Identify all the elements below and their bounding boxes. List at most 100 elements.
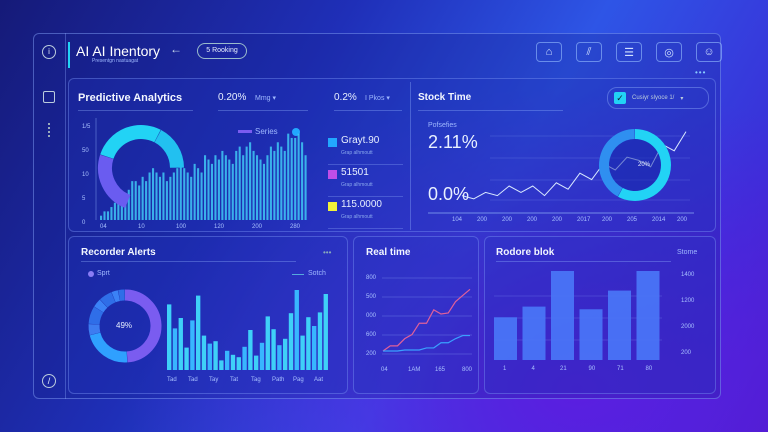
more-dots-icon[interactable]: •••	[695, 68, 707, 77]
stock-value-top: 2.11%	[428, 132, 478, 152]
smiley-icon[interactable]: ☺	[696, 42, 722, 62]
legend-sub: Grap alhmoutt	[341, 150, 373, 156]
bar	[186, 172, 189, 220]
pred-donut-slice	[98, 154, 131, 208]
stock-donut-slice	[599, 129, 636, 197]
stock-value-bottom: 0.0%	[428, 184, 470, 204]
bar	[245, 146, 248, 220]
y-tick: 1400	[681, 272, 695, 278]
pred-donut-slice	[100, 125, 161, 160]
bar	[100, 215, 103, 220]
bar	[283, 150, 286, 220]
square-icon[interactable]	[43, 91, 55, 103]
x-tick: 100	[176, 224, 187, 230]
stock-dropdown[interactable]: ✓ Cusiyr slyoce 1/▾	[607, 87, 709, 109]
bar	[214, 155, 217, 220]
bar	[196, 295, 201, 370]
bar	[248, 330, 253, 370]
chart-icon[interactable]: ⫽	[576, 42, 602, 62]
x-tick: 80	[645, 366, 653, 372]
x-tick: 205	[627, 217, 638, 223]
bar	[238, 146, 241, 220]
x-tick: Aat	[314, 377, 324, 383]
y-tick: 5	[82, 196, 86, 202]
stock-donut-slice	[617, 129, 671, 201]
bar	[300, 335, 305, 370]
map-icon[interactable]: ◎	[656, 42, 682, 62]
dots-vertical-icon[interactable]	[48, 123, 50, 137]
x-tick: Pag	[293, 377, 304, 383]
stat2-dropdown[interactable]: I Pkos ▾	[365, 95, 390, 102]
stock-sub-label: Pofsefies	[428, 122, 457, 129]
predictive-title: Predictive Analytics	[78, 92, 183, 104]
stat2-value: 0.2%	[334, 92, 357, 103]
bar	[134, 181, 137, 220]
more-icon[interactable]: •••	[323, 248, 332, 257]
legend-item: 51501 Grap alhmoutt	[328, 167, 403, 197]
bar	[276, 142, 279, 220]
x-tick: 200	[252, 224, 263, 230]
building-icon[interactable]: ⌂	[536, 42, 562, 62]
app-subtitle: Presentgn nastuagat	[92, 58, 139, 64]
bar	[165, 181, 168, 220]
bar	[551, 271, 574, 360]
bar	[579, 309, 603, 360]
checkbox-icon[interactable]: ✓	[614, 92, 626, 104]
bar	[113, 202, 116, 220]
bar	[217, 159, 220, 220]
bar	[213, 341, 218, 370]
bar	[190, 320, 195, 370]
bar	[169, 176, 172, 220]
bar	[242, 346, 247, 370]
stat1-dropdown[interactable]: Mmg ▾	[255, 95, 277, 102]
y-tick: 500	[366, 294, 377, 300]
y-tick: 1200	[681, 298, 695, 304]
bar	[317, 312, 323, 370]
bar	[200, 172, 203, 220]
bar	[242, 155, 245, 220]
bar	[290, 137, 293, 220]
pred-donut-slice	[154, 129, 184, 169]
stock-donut-label: 20%	[638, 162, 651, 168]
bar	[225, 350, 230, 370]
y-tick: 600	[366, 332, 377, 338]
legend-value: Grayt.90	[341, 135, 380, 146]
x-tick: 200	[502, 217, 513, 223]
legend-value: 51501	[341, 167, 369, 178]
bar	[259, 342, 265, 370]
compass-icon[interactable]: /	[42, 374, 56, 388]
y-tick: 2000	[681, 324, 695, 330]
legend-sub: Grap alhmoutt	[341, 214, 373, 220]
bar	[235, 150, 238, 220]
x-tick: Tat	[230, 377, 239, 383]
x-tick: 04	[381, 367, 388, 373]
x-tick: Path	[272, 377, 285, 383]
info-icon[interactable]: i	[42, 45, 56, 59]
alerts-donut-slice	[88, 306, 104, 325]
bar	[183, 168, 186, 220]
realtime-line	[383, 334, 470, 352]
bar	[283, 338, 288, 370]
bar	[297, 133, 300, 220]
legend-swatch	[328, 138, 337, 147]
bar	[138, 185, 141, 220]
document-icon[interactable]: ☰	[616, 42, 642, 62]
bar	[301, 142, 304, 220]
bar	[110, 207, 113, 220]
bar	[266, 155, 269, 220]
bar	[178, 318, 183, 370]
x-tick: Tag	[251, 377, 261, 383]
bar	[190, 176, 193, 220]
arrow-left-icon[interactable]: ←	[170, 42, 182, 56]
rodore-axis-title: Stome	[677, 249, 698, 256]
bar	[265, 316, 270, 370]
bar	[323, 294, 328, 370]
x-tick: 200	[552, 217, 563, 223]
bar	[277, 345, 282, 370]
filter-chip[interactable]: 5 Rooking	[197, 43, 247, 59]
x-tick: 200	[602, 217, 613, 223]
x-tick: 10	[138, 224, 145, 230]
bar	[117, 198, 120, 220]
x-tick: 04	[100, 224, 107, 230]
stock-title: Stock Time	[418, 92, 472, 103]
